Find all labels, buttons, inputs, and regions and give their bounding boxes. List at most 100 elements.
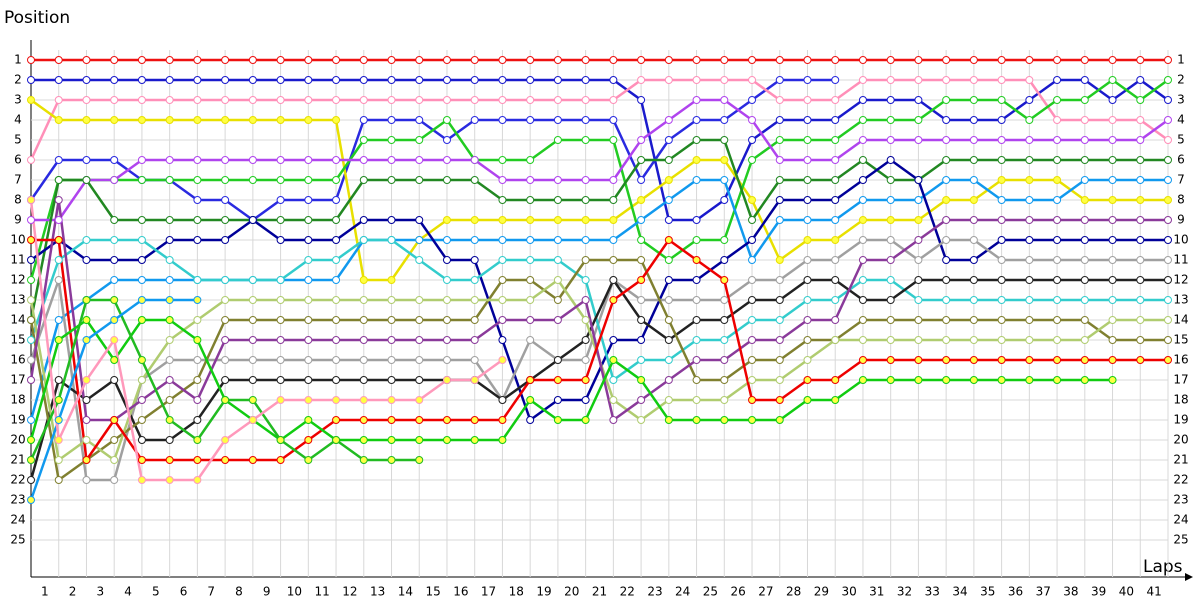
position-marker bbox=[664, 236, 673, 244]
y-tick-label-right: 25 bbox=[1173, 533, 1188, 547]
position-marker bbox=[858, 256, 867, 264]
position-marker bbox=[1080, 356, 1089, 364]
position-marker bbox=[803, 296, 812, 304]
position-marker bbox=[193, 276, 202, 284]
position-marker bbox=[553, 396, 562, 404]
position-marker bbox=[942, 296, 951, 304]
position-marker bbox=[137, 456, 146, 464]
position-marker bbox=[359, 416, 368, 424]
position-marker bbox=[1136, 316, 1145, 324]
position-marker bbox=[387, 436, 396, 444]
position-marker bbox=[1080, 256, 1089, 264]
position-marker bbox=[498, 116, 507, 124]
position-marker bbox=[1108, 276, 1117, 284]
position-marker bbox=[803, 316, 812, 324]
position-marker bbox=[82, 176, 91, 184]
position-marker bbox=[304, 376, 313, 384]
position-marker bbox=[526, 276, 535, 284]
position-marker bbox=[387, 416, 396, 424]
position-marker bbox=[387, 136, 396, 144]
position-marker bbox=[886, 156, 895, 164]
position-marker bbox=[942, 356, 951, 364]
position-marker bbox=[581, 356, 590, 364]
position-marker bbox=[110, 256, 119, 264]
position-marker bbox=[165, 216, 174, 224]
position-marker bbox=[110, 376, 119, 384]
position-marker bbox=[27, 356, 35, 364]
position-marker bbox=[332, 316, 341, 324]
position-marker bbox=[997, 136, 1006, 144]
position-marker bbox=[304, 396, 313, 404]
position-marker bbox=[82, 316, 91, 324]
position-marker bbox=[914, 296, 923, 304]
y-tick-label: 7 bbox=[14, 173, 22, 187]
position-marker bbox=[248, 276, 257, 284]
position-marker bbox=[332, 256, 341, 264]
position-marker bbox=[82, 396, 91, 404]
position-marker bbox=[82, 476, 91, 484]
position-marker bbox=[748, 56, 757, 64]
position-marker bbox=[359, 176, 368, 184]
position-marker bbox=[110, 356, 119, 364]
position-marker bbox=[775, 76, 784, 84]
x-tick-label: 18 bbox=[509, 585, 524, 599]
position-marker bbox=[942, 56, 951, 64]
position-marker bbox=[304, 176, 313, 184]
position-marker bbox=[82, 336, 91, 344]
y-tick-label: 9 bbox=[14, 213, 22, 227]
position-marker bbox=[526, 196, 535, 204]
position-marker bbox=[637, 136, 646, 144]
position-marker bbox=[637, 236, 646, 244]
x-tick-label: 8 bbox=[235, 585, 243, 599]
position-marker bbox=[110, 416, 119, 424]
series-line bbox=[31, 238, 1168, 462]
position-marker bbox=[803, 216, 812, 224]
position-marker bbox=[609, 196, 618, 204]
position-marker bbox=[1080, 136, 1089, 144]
y-tick-label: 12 bbox=[10, 273, 25, 287]
position-marker bbox=[442, 116, 451, 124]
position-marker bbox=[581, 256, 590, 264]
position-marker bbox=[54, 456, 63, 464]
series-line bbox=[29, 78, 1169, 161]
position-marker bbox=[304, 316, 313, 324]
position-marker bbox=[193, 376, 202, 384]
position-marker bbox=[1164, 176, 1172, 184]
position-marker bbox=[720, 256, 729, 264]
position-marker bbox=[969, 96, 978, 104]
position-marker bbox=[110, 236, 119, 244]
series-line bbox=[30, 158, 1168, 422]
x-axis-arrow bbox=[1185, 573, 1193, 581]
position-marker bbox=[831, 196, 840, 204]
position-marker bbox=[914, 116, 923, 124]
y-tick-label: 3 bbox=[14, 93, 22, 107]
position-marker bbox=[165, 416, 174, 424]
position-marker bbox=[526, 256, 535, 264]
position-marker bbox=[526, 96, 535, 104]
position-marker bbox=[831, 136, 840, 144]
position-marker bbox=[775, 156, 784, 164]
position-marker bbox=[54, 276, 63, 284]
position-marker bbox=[82, 416, 91, 424]
position-marker bbox=[692, 296, 701, 304]
position-marker bbox=[470, 296, 479, 304]
x-tick-label: 7 bbox=[207, 585, 215, 599]
position-marker bbox=[997, 316, 1006, 324]
x-tick-label: 21 bbox=[592, 585, 607, 599]
position-marker bbox=[775, 256, 784, 264]
x-tick-label: 16 bbox=[453, 585, 468, 599]
position-marker bbox=[470, 116, 479, 124]
position-marker bbox=[914, 276, 923, 284]
position-marker bbox=[692, 336, 701, 344]
x-tick-label: 23 bbox=[647, 585, 662, 599]
position-marker bbox=[775, 216, 784, 224]
position-marker bbox=[1108, 196, 1117, 204]
position-marker bbox=[137, 476, 146, 484]
position-marker bbox=[1136, 96, 1145, 104]
position-marker bbox=[858, 356, 867, 364]
position-marker bbox=[304, 116, 313, 124]
position-marker bbox=[886, 336, 895, 344]
position-marker bbox=[442, 276, 451, 284]
position-marker bbox=[248, 376, 257, 384]
position-marker bbox=[1053, 196, 1062, 204]
